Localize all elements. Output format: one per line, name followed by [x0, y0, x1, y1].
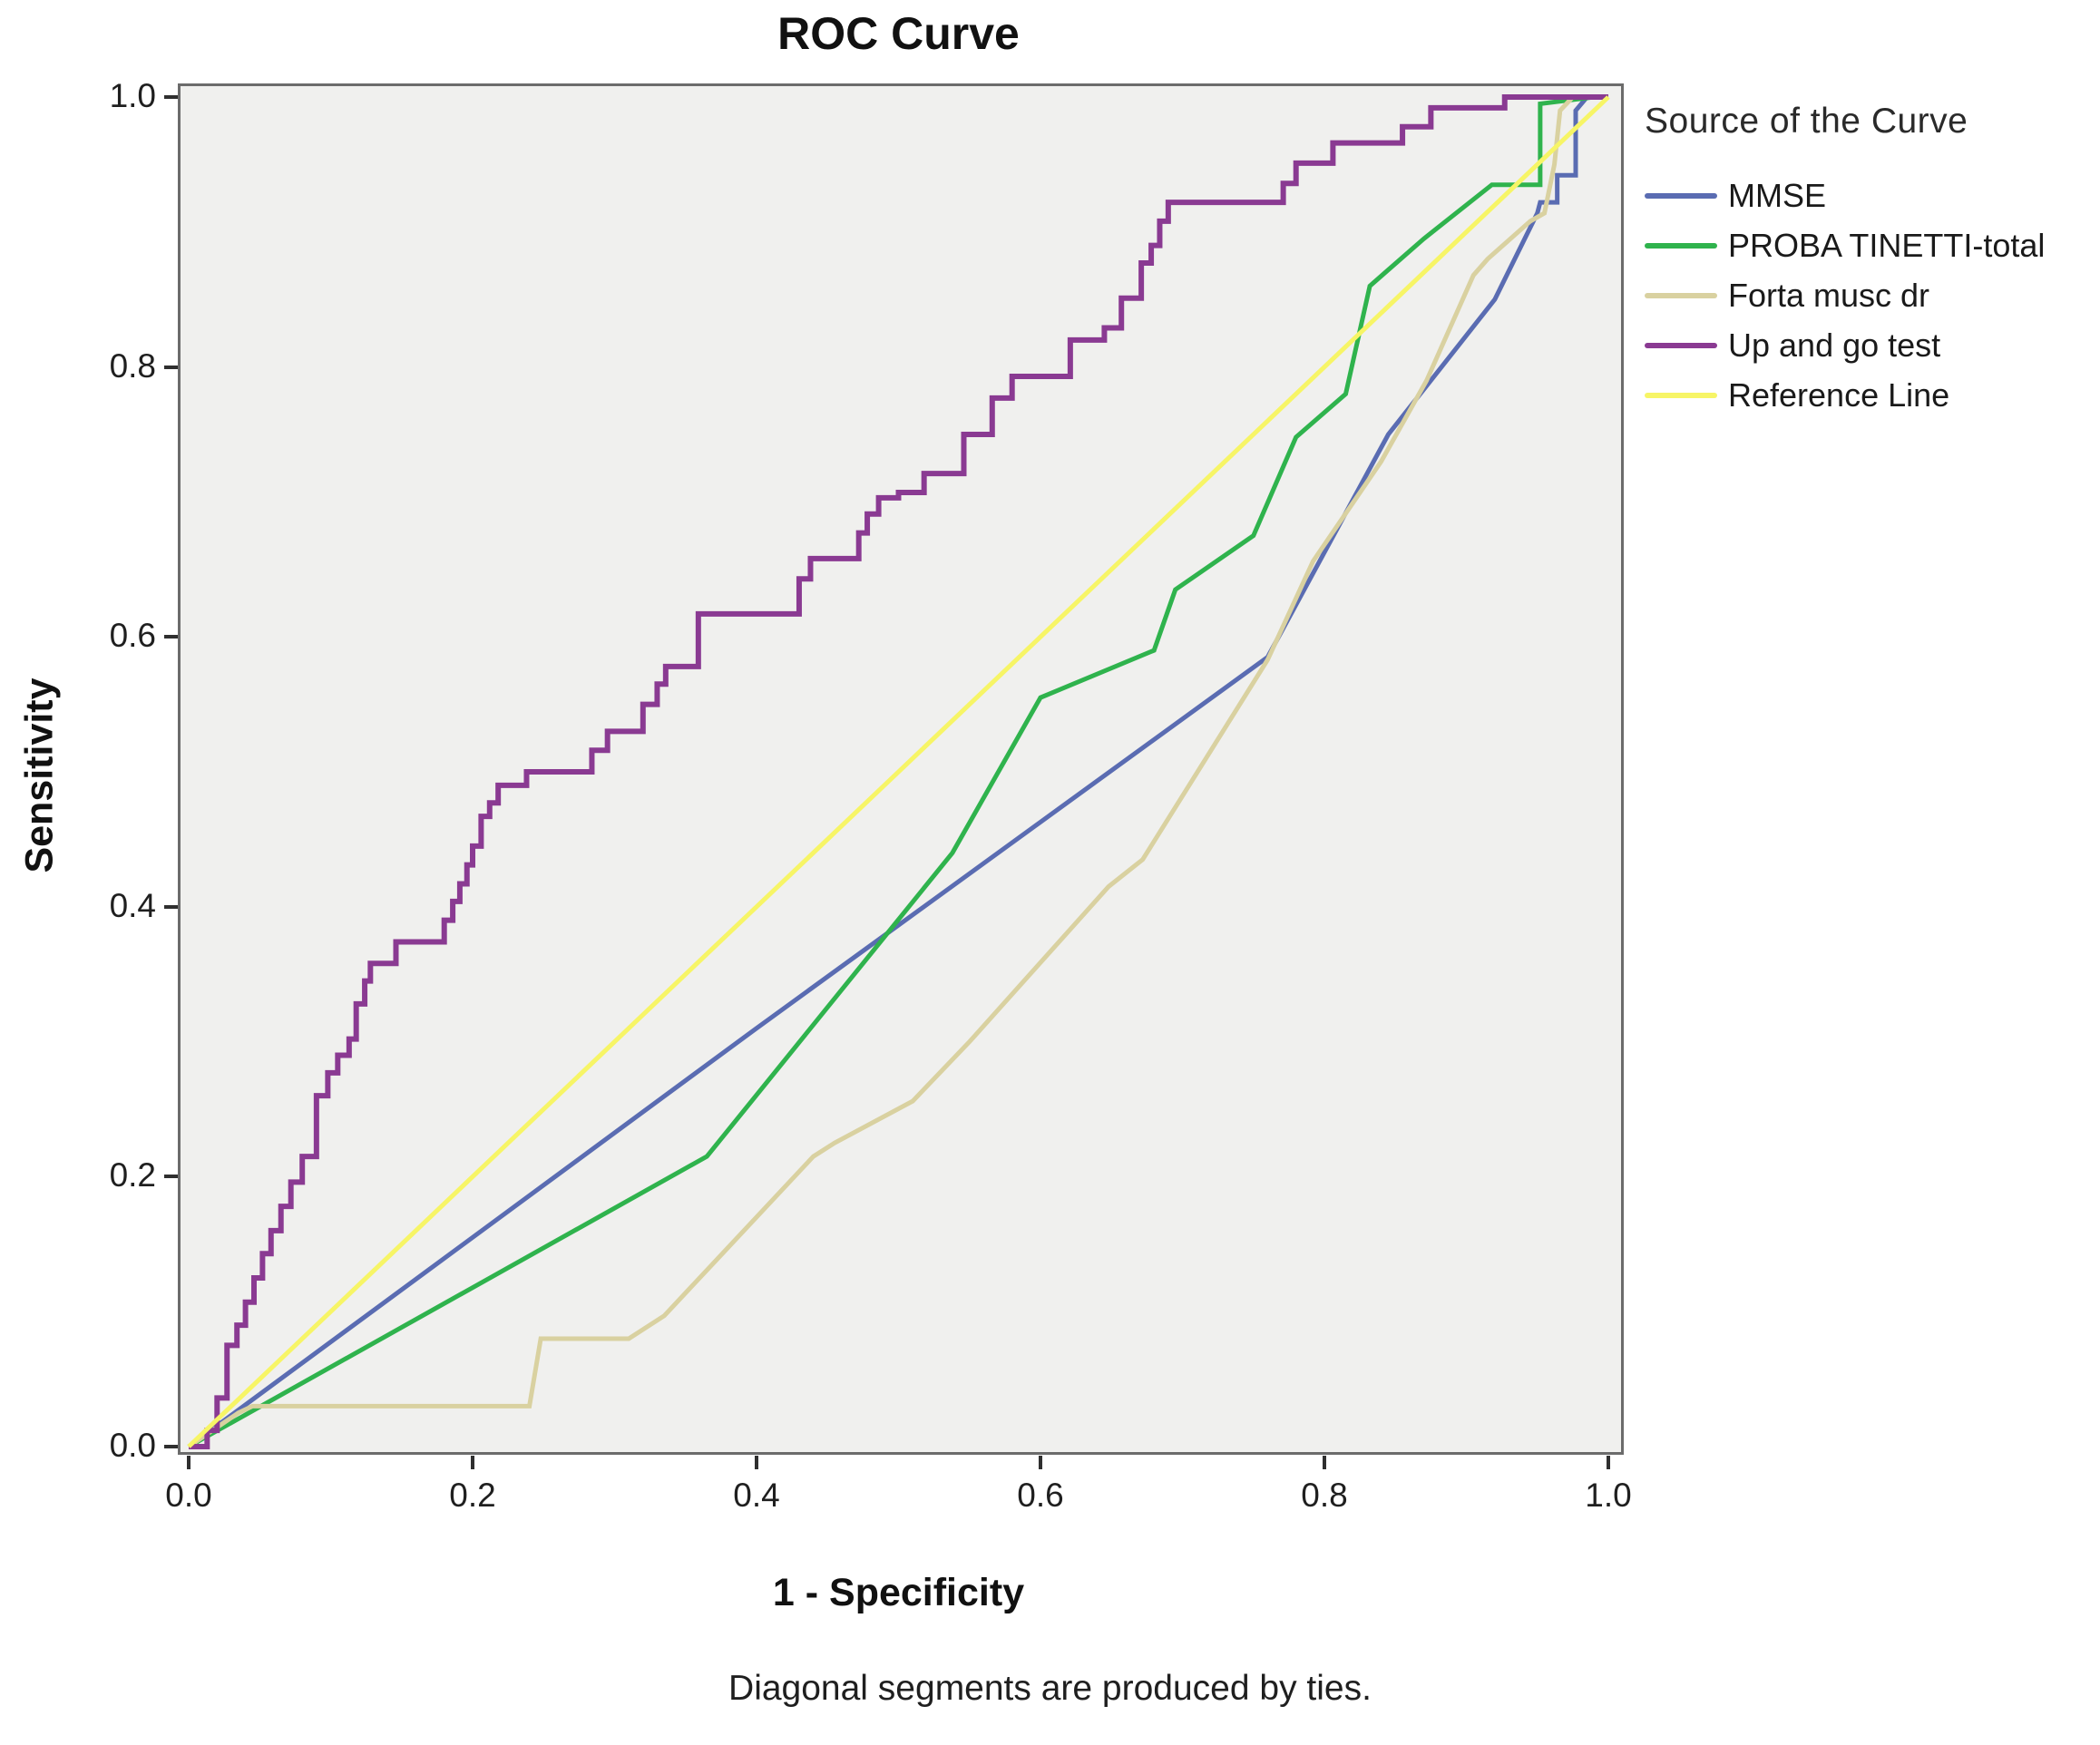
legend: Source of the Curve MMSE PROBA TINETTI-t… — [1645, 102, 2098, 420]
y-tick-label: 0.0 — [109, 1427, 156, 1464]
y-tick-mark — [164, 1445, 178, 1448]
y-tick-mark — [164, 904, 178, 909]
y-tick-mark — [164, 365, 178, 369]
curve-proba-tinetti-total — [189, 97, 1608, 1447]
x-tick-mark — [471, 1456, 474, 1469]
legend-title: Source of the Curve — [1645, 102, 1968, 141]
chart-title: ROC Curve — [777, 8, 1020, 59]
legend-item-tinetti: PROBA TINETTI-total — [1645, 220, 2098, 270]
y-tick-mark — [164, 1175, 178, 1179]
plot-area — [178, 83, 1624, 1455]
curve-up-and-go-test — [189, 97, 1608, 1447]
x-tick-label: 0.2 — [449, 1477, 496, 1514]
mmse-line-swatch — [1645, 192, 1717, 199]
x-tick-label: 0.6 — [1017, 1477, 1064, 1514]
y-tick-mark — [164, 95, 178, 99]
legend-item-mmse: MMSE — [1645, 171, 2098, 220]
x-tick-label: 0.4 — [733, 1477, 780, 1514]
y-tick-label: 0.8 — [109, 346, 156, 385]
tinetti-line-swatch — [1645, 242, 1717, 249]
y-axis-label: Sensitivity — [17, 678, 62, 873]
x-tick-label: 0.0 — [165, 1477, 212, 1514]
x-tick-label: 0.8 — [1301, 1477, 1348, 1514]
legend-label: Forta musc dr — [1728, 276, 1930, 314]
y-tick-label: 0.4 — [109, 886, 156, 924]
x-tick-mark — [755, 1456, 758, 1469]
ties-footnote: Diagonal segments are produced by ties. — [728, 1669, 1372, 1708]
legend-label: PROBA TINETTI-total — [1728, 226, 2046, 264]
y-tick-label: 1.0 — [109, 77, 156, 114]
x-axis-label: 1 - Specificity — [772, 1571, 1025, 1614]
legend-item-forta: Forta musc dr — [1645, 270, 2098, 320]
curve-forta-musc-dr — [189, 97, 1608, 1447]
roc-plot-svg — [189, 97, 1608, 1447]
curve-reference-line — [189, 97, 1608, 1447]
y-tick-label: 0.6 — [109, 617, 156, 655]
up-and-go-line-swatch — [1645, 342, 1717, 348]
x-tick-mark — [1323, 1456, 1326, 1469]
legend-label: MMSE — [1728, 176, 1826, 214]
forta-line-swatch — [1645, 292, 1717, 298]
legend-item-up-and-go: Up and go test — [1645, 320, 2098, 370]
legend-label: Reference Line — [1728, 375, 1950, 414]
x-tick-mark — [187, 1456, 190, 1469]
x-tick-mark — [1039, 1456, 1042, 1469]
legend-label: Up and go test — [1728, 326, 1941, 364]
y-tick-label: 0.2 — [109, 1156, 156, 1194]
legend-item-reference: Reference Line — [1645, 370, 2098, 420]
reference-line-swatch — [1645, 392, 1717, 398]
x-tick-mark — [1607, 1456, 1610, 1469]
y-tick-mark — [164, 635, 178, 639]
x-tick-label: 1.0 — [1585, 1477, 1632, 1514]
